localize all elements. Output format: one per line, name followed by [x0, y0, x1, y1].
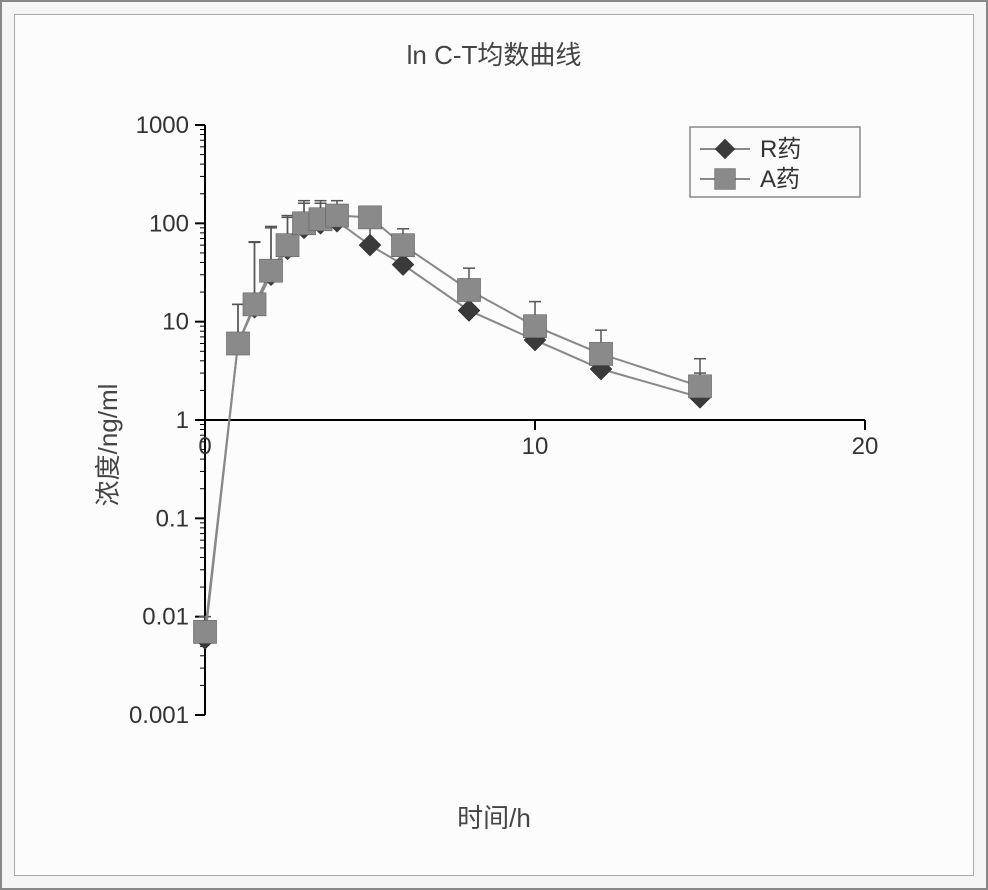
svg-text:0.1: 0.1	[156, 505, 189, 532]
plot-svg: 0.001 0.01 0.1 1 10 100 1000 0 10 20 R药 A药	[95, 105, 895, 765]
chart-outer-frame: ln C-T均数曲线 浓度/ng/ml 0.0010.010.111010010…	[0, 0, 988, 890]
svg-text:0.001: 0.001	[129, 702, 189, 729]
svg-text:20: 20	[852, 433, 879, 460]
svg-text:0.01: 0.01	[142, 604, 189, 631]
svg-text:10: 10	[162, 309, 189, 336]
legend: R药 A药	[690, 127, 860, 197]
svg-text:A药: A药	[760, 166, 800, 193]
svg-text:10: 10	[522, 433, 549, 460]
svg-text:1: 1	[176, 407, 189, 434]
chart-title: ln C-T均数曲线	[15, 35, 973, 72]
svg-text:R药: R药	[760, 136, 801, 163]
plot-container: 0.001 0.01 0.1 1 10 100 1000 0 10 20 R药 A药	[95, 105, 913, 785]
series-A药	[193, 201, 711, 644]
chart-inner-frame: ln C-T均数曲线 浓度/ng/ml 0.0010.010.111010010…	[14, 14, 974, 876]
svg-text:0: 0	[198, 433, 211, 460]
svg-text:1000: 1000	[136, 112, 189, 139]
svg-text:100: 100	[149, 210, 189, 237]
x-axis-label: 时间/h	[15, 798, 973, 835]
